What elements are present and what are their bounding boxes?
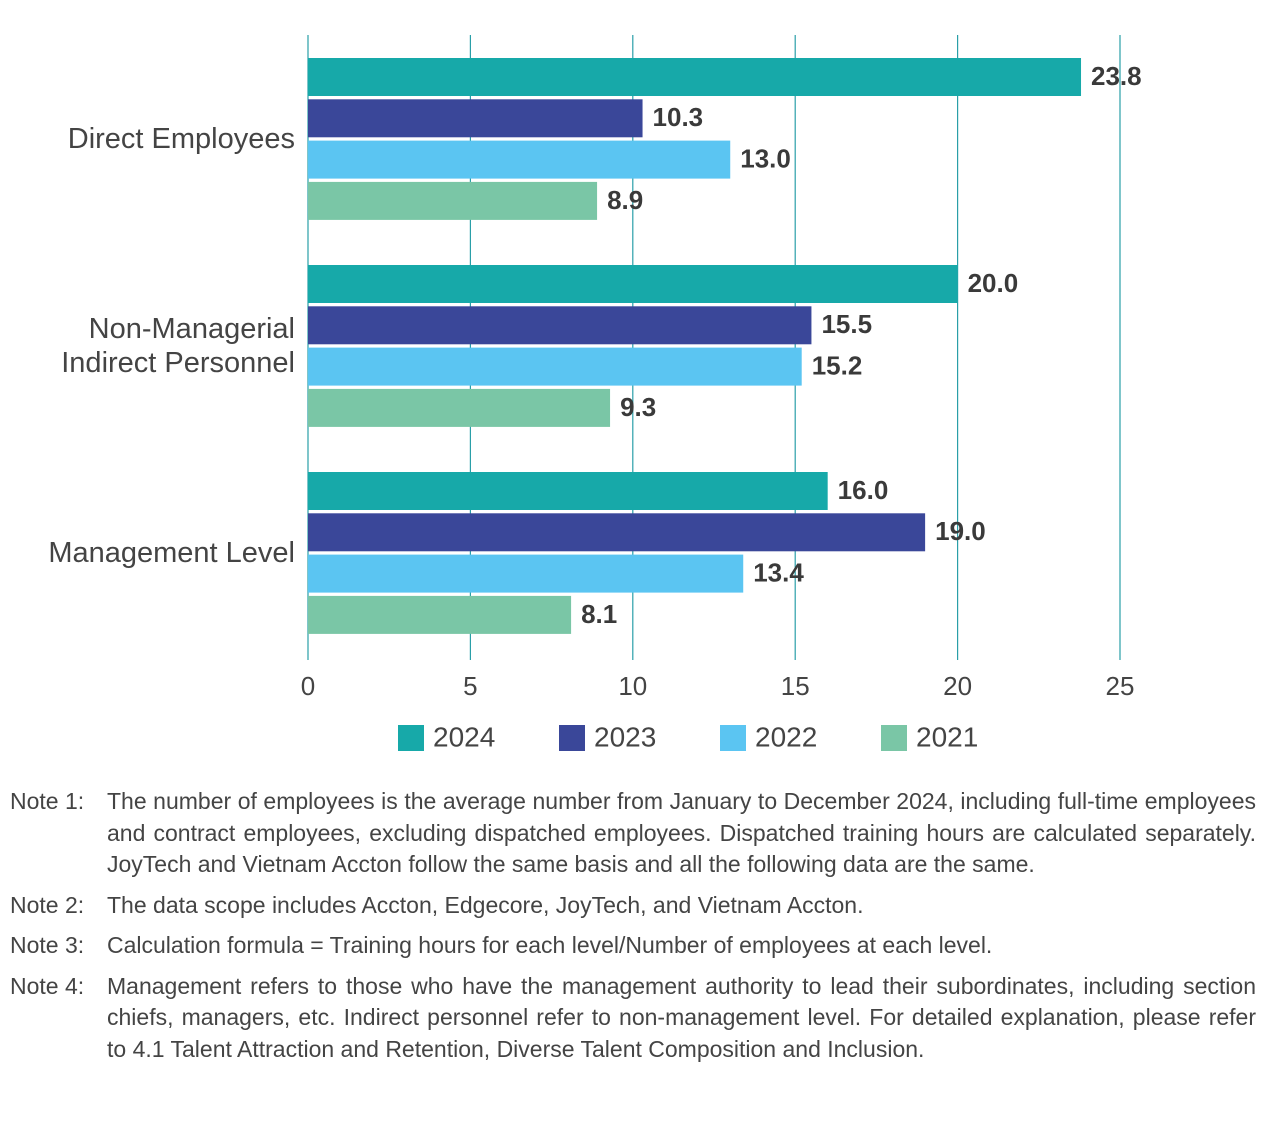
category-label: Management Level (48, 536, 295, 569)
bar (308, 472, 828, 510)
value-label: 8.9 (607, 185, 643, 215)
note-text: Management refers to those who have the … (107, 972, 1256, 1062)
legend-swatch (881, 725, 907, 751)
note: Note 1: The number of employees is the av… (10, 786, 1256, 881)
bar (308, 388, 611, 427)
note: Note 3: Calculation formula = Training ho… (10, 930, 1256, 962)
x-tick-label: 5 (463, 671, 477, 701)
value-label: 9.3 (620, 392, 656, 422)
value-label: 15.5 (821, 309, 872, 339)
bar (308, 58, 1082, 96)
value-label: 10.3 (653, 102, 704, 132)
legend-label: 2023 (594, 721, 656, 752)
value-label: 15.2 (812, 350, 863, 380)
note-label: Note 4: (10, 972, 85, 999)
value-label: 19.0 (935, 516, 986, 546)
note-label: Note 2: (10, 891, 85, 918)
bar (308, 99, 643, 138)
legend-label: 2022 (755, 721, 817, 752)
note-label: Note 1: (10, 788, 85, 814)
legend-swatch (398, 725, 424, 751)
value-label: 16.0 (838, 475, 889, 505)
bar (308, 513, 926, 552)
note-text: Calculation formula = Training hours for… (107, 932, 993, 958)
x-tick-label: 20 (943, 671, 972, 701)
bar (308, 595, 572, 634)
value-label: 13.4 (753, 557, 804, 587)
note-text: The data scope includes Accton, Edgecore… (107, 891, 864, 918)
chart: 0 5 10 15 20 25 23.8 10.3 13.0 8.9 20.0 15.5 15.2 9.3… (301, 35, 1142, 752)
value-label: 13.0 (740, 143, 791, 173)
note: Note 4: Management refers to those who ha… (10, 971, 1256, 1066)
bar (308, 554, 744, 593)
legend-label: 2021 (916, 721, 978, 752)
bar (308, 265, 958, 303)
notes: Note 1: The number of employees is the av… (10, 786, 1256, 1074)
bar (308, 181, 598, 220)
bar (308, 347, 802, 386)
category-label: Direct Employees (67, 122, 295, 155)
category-label: Non-Managerial Indirect Personnel (61, 312, 295, 379)
bar (308, 306, 812, 345)
x-tick-label: 15 (781, 671, 810, 701)
value-label: 20.0 (968, 268, 1019, 298)
value-label: 23.8 (1091, 61, 1142, 91)
x-tick-label: 10 (618, 671, 647, 701)
bar (308, 140, 731, 179)
note: Note 2: The data scope includes Accton, E… (10, 890, 1256, 922)
x-tick-label: 0 (301, 671, 315, 701)
value-label: 8.1 (581, 599, 617, 629)
legend-label: 2024 (433, 721, 495, 752)
x-tick-label: 25 (1106, 671, 1135, 701)
note-label: Note 3: (10, 932, 85, 958)
legend-swatch (559, 725, 585, 751)
legend-swatch (720, 725, 746, 751)
note-text: The number of employees is the average n… (107, 788, 1256, 877)
